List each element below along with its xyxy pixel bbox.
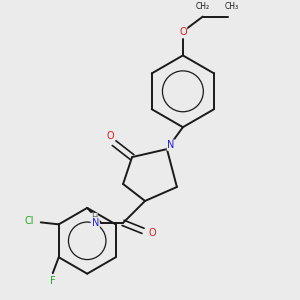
Text: CH₂: CH₂	[196, 2, 210, 10]
Text: N: N	[92, 218, 99, 228]
Text: N: N	[167, 140, 175, 150]
Text: O: O	[148, 228, 156, 238]
Text: O: O	[106, 131, 114, 141]
Text: O: O	[179, 26, 187, 37]
Text: H: H	[91, 213, 98, 222]
Text: F: F	[50, 276, 56, 286]
Text: Cl: Cl	[24, 216, 34, 226]
Text: CH₃: CH₃	[225, 2, 239, 10]
